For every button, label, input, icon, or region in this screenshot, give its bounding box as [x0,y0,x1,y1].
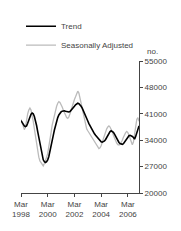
svg-text:41000: 41000 [145,110,168,119]
svg-text:Mar1998: Mar1998 [12,200,30,219]
svg-text:Seasonally Adjusted: Seasonally Adjusted [61,41,133,50]
svg-text:Mar2006: Mar2006 [119,200,137,219]
svg-text:Mar2000: Mar2000 [39,200,57,219]
svg-text:Trend: Trend [61,22,82,31]
svg-text:no.: no. [147,47,158,56]
svg-text:Mar2002: Mar2002 [66,200,84,219]
svg-text:48000: 48000 [145,83,168,92]
svg-text:34000: 34000 [145,136,168,145]
svg-text:20000: 20000 [145,189,168,198]
svg-text:27000: 27000 [145,162,168,171]
svg-text:55000: 55000 [145,57,168,66]
svg-text:Mar2004: Mar2004 [92,200,110,219]
